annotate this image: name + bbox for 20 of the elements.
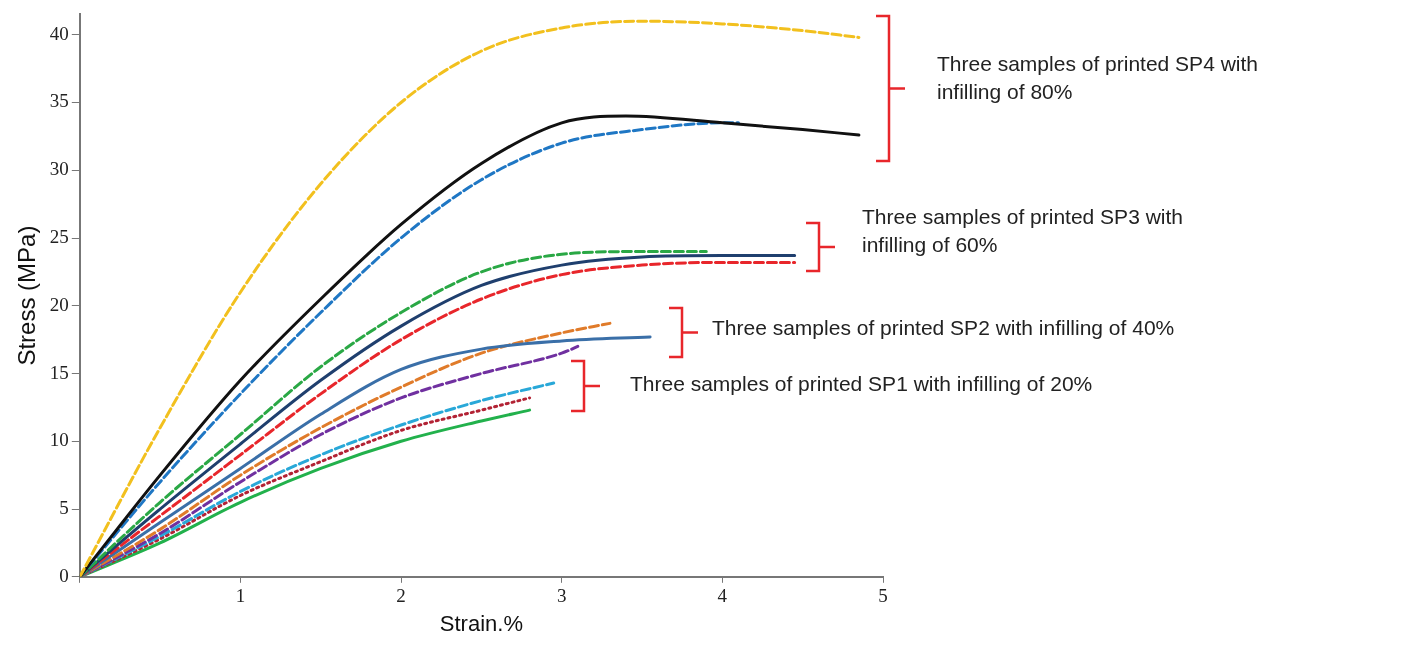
annotation: Three samples of printed SP3 with infilling of 60% — [862, 204, 1184, 259]
annotation: Three samples of printed SP1 with infilling of 20% — [630, 371, 1093, 397]
x-axis-title: Strain.% — [439, 610, 523, 636]
y-tick-label: 40 — [49, 22, 69, 44]
y-tick-label: 30 — [49, 158, 69, 180]
x-tick-label: 3 — [556, 585, 567, 607]
y-tick-label: 20 — [49, 293, 69, 315]
x-tick-label: 5 — [878, 585, 888, 607]
x-tick-label: 1 — [235, 585, 246, 607]
y-tick-label: 0 — [59, 564, 69, 586]
annotation: Three samples of printed SP2 with infilling of 40% — [712, 315, 1175, 341]
y-tick-label: 10 — [49, 429, 69, 451]
y-tick-label: 25 — [49, 225, 69, 247]
y-tick-label: 15 — [49, 361, 69, 383]
y-tick-label: 35 — [49, 90, 69, 112]
x-tick-label: 4 — [717, 585, 728, 607]
y-tick-label: 5 — [59, 497, 69, 519]
y-axis-title: Stress (MPa) — [13, 225, 41, 366]
text: Three samples of printed SP4 with infilling of 80% — [937, 51, 1259, 106]
x-tick-label: 2 — [396, 585, 406, 607]
